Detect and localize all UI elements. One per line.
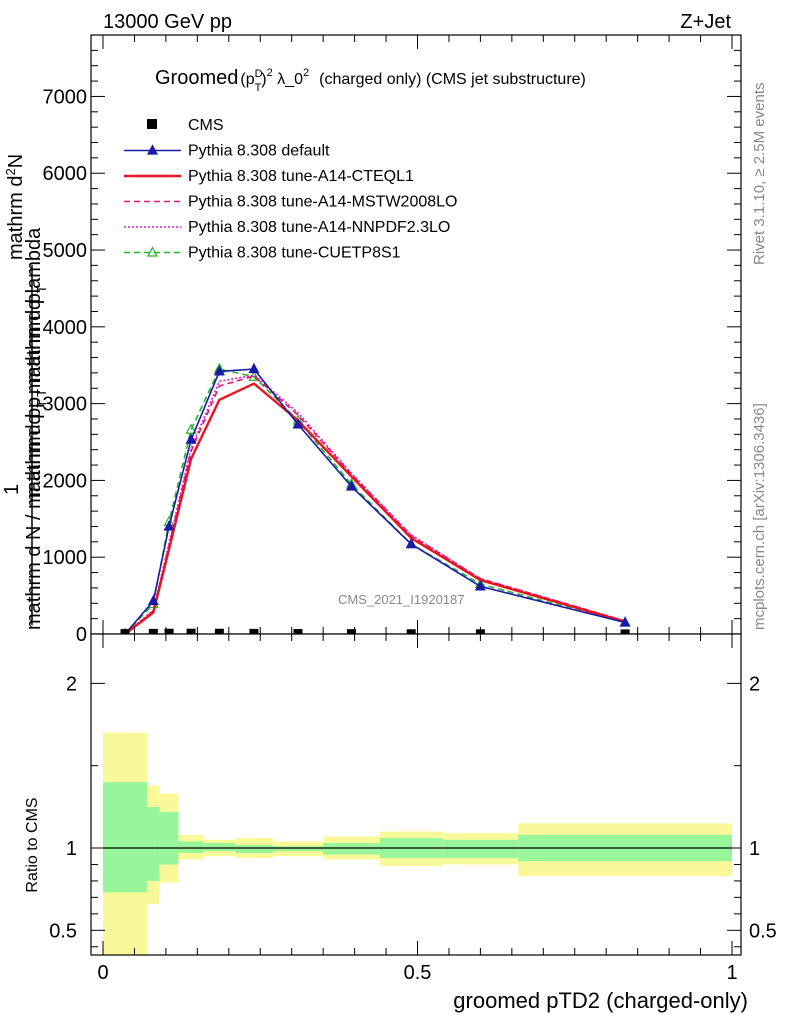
xtick-label: 1	[726, 962, 737, 984]
legend-cms-marker	[147, 119, 157, 129]
xtick-label: 0	[97, 962, 108, 984]
legend-label-0: Pythia 8.308 default	[188, 143, 330, 160]
ratio-band-inner	[323, 843, 380, 855]
ratio-band-inner	[178, 841, 204, 853]
upper-ylabel: mathrm d N / mathrm d pT mathrm d pT	[23, 285, 49, 630]
cms-point	[186, 628, 196, 638]
legend-marker-0	[147, 144, 158, 155]
upper-ytick-label: 0	[76, 624, 87, 646]
series-0-marker	[474, 580, 486, 591]
svg-text:mathrm d2N: mathrm d2N	[3, 154, 27, 260]
lower-frame	[90, 633, 742, 956]
lower-ytick-label-right: 2	[749, 673, 760, 695]
cms-point	[164, 628, 174, 638]
series-0-marker	[147, 594, 159, 606]
lower-ytick-label-right: 0.5	[749, 920, 777, 942]
ratio-band-inner	[103, 782, 148, 893]
upper-ytick-label: 2000	[43, 470, 88, 492]
lower-ytick-label: 0.5	[49, 920, 77, 942]
cms-point	[249, 628, 259, 638]
upper-ytick-label: 5000	[43, 240, 88, 262]
series-0-marker	[345, 480, 357, 491]
legend-marker-4	[147, 246, 158, 257]
lower-ytick-label: 2	[66, 673, 77, 695]
ratio-ylabel: Ratio to CMS	[24, 797, 41, 892]
svg-text:mathrm d pT mathrm d lambda: mathrm d pT mathrm d lambda	[23, 227, 49, 498]
xtick-label: 0.5	[404, 962, 432, 984]
ratio-band-inner	[203, 843, 236, 852]
svg-text:1: 1	[1, 484, 23, 495]
upper-plot-area	[91, 35, 741, 634]
legend-label-3: Pythia 8.308 tune-A14-NNPDF2.3LO	[188, 219, 450, 236]
upper-ytick-label: 7000	[43, 86, 88, 108]
upper-ytick-label: 3000	[43, 394, 88, 416]
header-right: Z+Jet	[680, 11, 731, 33]
legend-cms-label: CMS	[188, 117, 224, 134]
svg-text:mathrm d N / mathrm d pT mathr: mathrm d N / mathrm d pT mathrm d pT	[23, 285, 49, 630]
mcplots-label: mcplots.cern.ch [arXiv:1306.3436]	[751, 403, 768, 630]
lower-plot-area	[91, 634, 741, 955]
ratio-band-inner	[272, 846, 324, 852]
lower-ytick-label-right: 1	[749, 838, 760, 860]
series-4-marker	[185, 423, 197, 434]
upper-ytick-label: 4000	[43, 317, 88, 339]
series-0-marker	[405, 537, 417, 549]
series-0-marker	[619, 616, 631, 627]
upper-ytick-label: 6000	[43, 163, 88, 185]
watermark: CMS_2021_I1920187	[338, 592, 465, 607]
lower-ytick-label: 1	[66, 838, 77, 860]
ratio-band-inner	[442, 839, 519, 858]
cms-point	[148, 628, 158, 638]
ratio-band-inner	[235, 844, 273, 853]
series-0-marker	[163, 520, 175, 531]
series-0-marker	[185, 433, 197, 444]
upper-ytick-label: 1000	[43, 547, 88, 569]
cms-point	[214, 628, 224, 638]
rivet-label: Rivet 3.1.10, ≥ 2.5M events	[751, 83, 768, 266]
upper-panel	[91, 35, 741, 634]
legend-label-4: Pythia 8.308 tune-CUETP8S1	[188, 245, 401, 262]
lower-axes: 0.5 0.5 1 1 2 2 0 0.5 1	[49, 633, 777, 984]
chart-title: Groomed (pD T)2 λ_02 (charged only) (CMS je…	[155, 67, 586, 94]
series-line-4	[124, 368, 626, 635]
upper-axes: 0 1000 2000 3000 4000 5000 6000 7000	[43, 34, 742, 646]
legend-label-1: Pythia 8.308 tune-A14-CTEQL1	[188, 168, 414, 185]
xlabel: groomed pTD2 (charged-only)	[453, 988, 748, 1013]
ratio-band-inner	[147, 806, 160, 881]
ratio-band-inner	[159, 811, 179, 865]
series-0-marker	[292, 418, 304, 429]
upper-ylabel-fraction: mathrm d2N mathrm d pT mathrm d lambda 1	[1, 154, 49, 498]
ratio-bands	[91, 634, 741, 955]
legend-label-2: Pythia 8.308 tune-A14-MSTW2008LO	[188, 194, 457, 211]
header-left: 13000 GeV pp	[103, 11, 232, 33]
series-0-marker	[213, 365, 225, 376]
series-0-marker	[248, 362, 260, 374]
series-line-1	[124, 382, 626, 635]
legend: CMS Pythia 8.308 default Pythia 8.308 tune…	[124, 117, 457, 262]
